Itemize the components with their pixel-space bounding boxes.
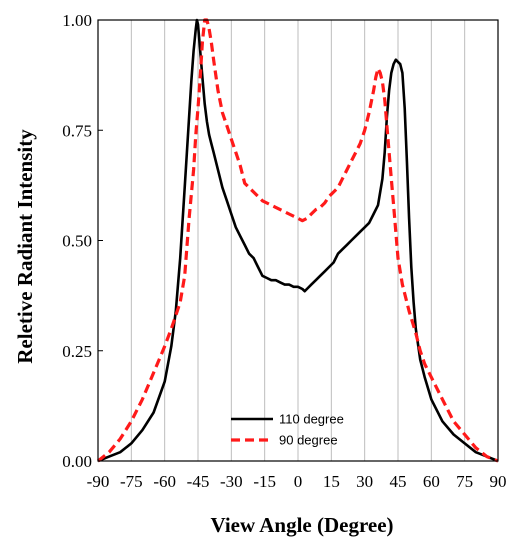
y-axis-ticks: 0.00 0.25 0.50 0.75 1.00 [62, 11, 103, 471]
plot-curves [97, 18, 499, 463]
series-line-1 [97, 18, 499, 463]
legend-label-0: 110 degree [279, 412, 344, 427]
y-tick-label: 0.50 [62, 232, 92, 251]
x-axis-ticks: -90 -75 -60 -45 -30 -15 0 15 30 45 60 75 90 [87, 472, 507, 491]
x-tick-label: -90 [87, 472, 110, 491]
x-tick-label: 60 [423, 472, 440, 491]
x-tick-label: -60 [153, 472, 176, 491]
y-axis-title: Reletive Radiant Intensity [13, 129, 37, 364]
x-axis-title: View Angle (Degree) [210, 513, 393, 537]
x-tick-label: -75 [120, 472, 143, 491]
x-tick-label: 0 [294, 472, 303, 491]
y-tick-label: 0.75 [62, 121, 92, 140]
x-tick-label: 75 [456, 472, 473, 491]
legend-label-1: 90 degree [279, 433, 338, 448]
x-tick-label: -45 [187, 472, 210, 491]
x-tick-label: -30 [220, 472, 243, 491]
x-tick-label: 15 [323, 472, 340, 491]
x-tick-label: 30 [356, 472, 373, 491]
y-tick-label: 1.00 [62, 11, 92, 30]
y-tick-label: 0.00 [62, 452, 92, 471]
x-tick-label: -15 [253, 472, 276, 491]
x-tick-label: 90 [490, 472, 507, 491]
series-line-0 [97, 18, 499, 463]
x-tick-label: 45 [390, 472, 407, 491]
y-tick-label: 0.25 [62, 342, 92, 361]
legend: 110 degree 90 degree [231, 412, 344, 448]
